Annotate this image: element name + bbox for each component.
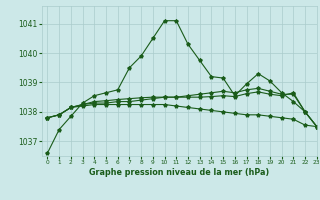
X-axis label: Graphe pression niveau de la mer (hPa): Graphe pression niveau de la mer (hPa) xyxy=(89,168,269,177)
